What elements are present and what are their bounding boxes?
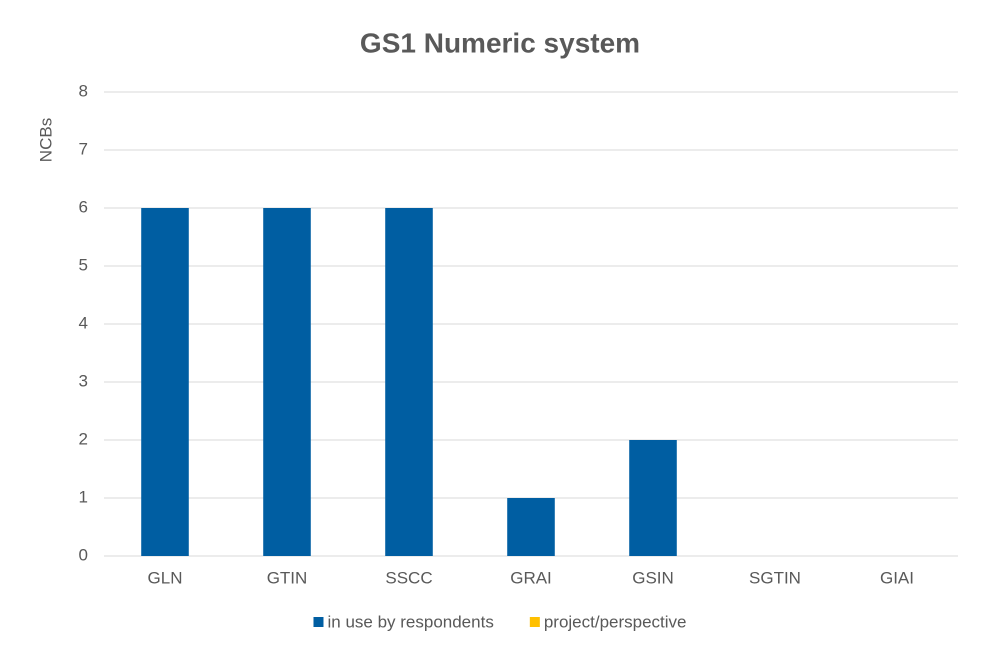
x-tick-label: SGTIN bbox=[749, 568, 801, 587]
y-tick-label: 2 bbox=[79, 429, 88, 448]
y-tick-label: 3 bbox=[79, 371, 88, 390]
y-tick-label: 4 bbox=[79, 313, 88, 332]
y-tick-label: 5 bbox=[79, 255, 88, 274]
bar bbox=[263, 208, 311, 556]
x-tick-label: GIAI bbox=[880, 568, 914, 587]
x-tick-label: GTIN bbox=[267, 568, 308, 587]
legend-label: project/perspective bbox=[544, 612, 687, 631]
x-tick-label: GSIN bbox=[632, 568, 674, 587]
y-tick-label: 7 bbox=[79, 139, 88, 158]
y-tick-label: 0 bbox=[79, 545, 88, 564]
y-tick-label: 1 bbox=[79, 487, 88, 506]
bar bbox=[141, 208, 189, 556]
y-tick-label: 8 bbox=[79, 81, 88, 100]
legend-label: in use by respondents bbox=[327, 612, 493, 631]
y-axis-label: NCBs bbox=[36, 118, 55, 162]
x-tick-label: SSCC bbox=[385, 568, 432, 587]
bar bbox=[385, 208, 433, 556]
legend-swatch bbox=[313, 617, 324, 627]
x-tick-label: GLN bbox=[148, 568, 183, 587]
y-tick-label: 6 bbox=[79, 197, 88, 216]
bar bbox=[507, 498, 555, 556]
x-tick-label: GRAI bbox=[510, 568, 552, 587]
legend-swatch bbox=[529, 617, 540, 627]
chart-title: GS1 Numeric system bbox=[360, 27, 640, 58]
bar bbox=[629, 440, 677, 556]
